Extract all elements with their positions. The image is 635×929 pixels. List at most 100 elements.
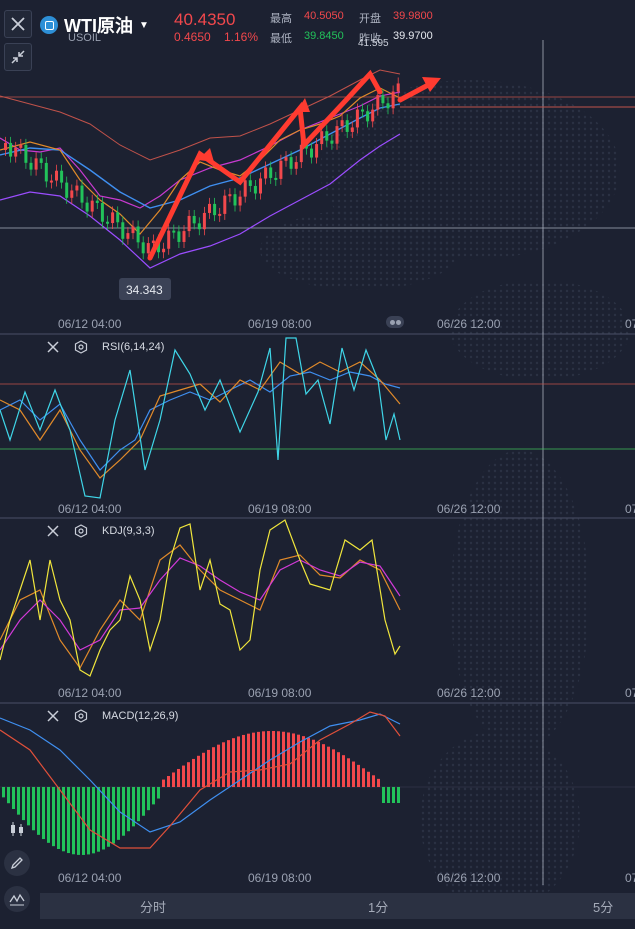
macd-bar xyxy=(387,787,390,803)
candle xyxy=(111,212,115,224)
candle xyxy=(279,160,283,179)
time-label: 06/19 08:00 xyxy=(248,871,312,885)
pencil-icon xyxy=(10,857,23,870)
open-value: 39.9800 xyxy=(393,10,433,22)
interval-tab[interactable]: 1分 xyxy=(368,899,389,915)
time-label: 06/12 04:00 xyxy=(58,871,122,885)
time-label: 06/19 08:00 xyxy=(248,686,312,700)
macd-bar xyxy=(337,752,340,787)
candle xyxy=(304,144,308,149)
current-price: 40.4350 xyxy=(174,10,236,29)
candle xyxy=(116,212,120,223)
macd-bar xyxy=(157,787,160,799)
time-label: 06/12 04:00 xyxy=(58,317,122,331)
candle xyxy=(218,213,222,216)
candle xyxy=(167,230,171,249)
macd-bar xyxy=(247,733,250,787)
macd-bar xyxy=(277,731,280,787)
candle xyxy=(315,144,319,158)
macd-bar xyxy=(272,731,275,787)
candle xyxy=(80,185,84,203)
close-icon[interactable] xyxy=(46,709,60,723)
candle xyxy=(136,226,140,243)
candle xyxy=(162,248,166,253)
candle xyxy=(49,180,53,183)
macd-bar xyxy=(22,787,25,821)
chart-type-button[interactable] xyxy=(4,816,30,842)
indicator-button[interactable] xyxy=(4,886,30,912)
candle xyxy=(320,131,324,145)
macd-bar xyxy=(112,787,115,844)
candle xyxy=(202,212,206,230)
price-chart xyxy=(0,69,635,300)
candle xyxy=(177,231,181,242)
candle xyxy=(208,203,211,213)
macd-bar xyxy=(122,787,125,836)
draw-tool-button[interactable] xyxy=(4,850,30,876)
macd-bar xyxy=(232,738,235,787)
close-chart-button[interactable] xyxy=(4,10,32,38)
candle xyxy=(371,109,375,122)
candle xyxy=(299,144,303,163)
macd-bar xyxy=(137,787,140,822)
macd-bar xyxy=(67,787,70,854)
interval-tab[interactable]: 分时 xyxy=(140,899,167,915)
candle xyxy=(284,157,288,161)
time-label: 06/26 12:00 xyxy=(437,686,501,700)
candle xyxy=(29,162,33,170)
candle xyxy=(187,215,191,232)
candle xyxy=(248,180,252,186)
candle xyxy=(294,162,298,169)
world-map-watermark xyxy=(260,80,630,910)
macd-bar xyxy=(87,787,90,855)
candle xyxy=(228,194,232,197)
scroll-handle[interactable] xyxy=(386,316,404,328)
candle xyxy=(19,144,23,148)
candle xyxy=(269,167,273,178)
interval-tab[interactable]: 5分 xyxy=(593,899,614,915)
candle xyxy=(34,158,38,170)
close-icon[interactable] xyxy=(46,340,60,354)
settings-hexagon-icon[interactable] xyxy=(74,524,88,538)
price-change: 0.4650 xyxy=(174,30,211,44)
symbol-selector[interactable]: WTI原油 ▼ xyxy=(40,12,149,38)
open-label: 开盘 xyxy=(359,13,381,25)
candle xyxy=(197,223,201,230)
candle xyxy=(289,157,293,169)
close-icon[interactable] xyxy=(46,524,60,538)
settings-hexagon-icon[interactable] xyxy=(74,709,88,723)
macd-bar xyxy=(72,787,75,855)
macd-bar xyxy=(347,758,350,787)
macd-bar xyxy=(312,739,315,787)
macd-bar xyxy=(2,787,5,798)
candle xyxy=(345,120,349,132)
macd-bar xyxy=(282,731,285,787)
candle xyxy=(70,190,74,198)
candle xyxy=(106,221,109,224)
candle xyxy=(131,226,135,234)
low-value: 39.8450 xyxy=(304,30,344,42)
macd-bar xyxy=(392,787,395,803)
candle xyxy=(355,109,359,128)
macd-bar xyxy=(27,787,30,826)
kdj-title: KDJ(9,3,3) xyxy=(102,525,155,537)
candle xyxy=(121,222,125,239)
prev-close-label: 昨收 xyxy=(359,33,381,45)
collapse-button[interactable] xyxy=(4,43,32,71)
settings-hexagon-icon[interactable] xyxy=(74,340,88,354)
rsi-chart xyxy=(0,337,635,499)
candle xyxy=(259,178,262,194)
macd-bar xyxy=(37,787,40,835)
time-label: 06/19 08:00 xyxy=(248,317,312,331)
candle xyxy=(253,185,257,194)
macd-bar xyxy=(197,755,200,787)
candle xyxy=(213,203,217,216)
macd-bar xyxy=(352,761,355,787)
candle xyxy=(9,142,13,157)
candle xyxy=(151,240,155,244)
macd-bar xyxy=(147,787,150,811)
time-label: 06/12 04:00 xyxy=(58,502,122,516)
macd-bar xyxy=(172,772,175,787)
candle xyxy=(39,158,43,163)
